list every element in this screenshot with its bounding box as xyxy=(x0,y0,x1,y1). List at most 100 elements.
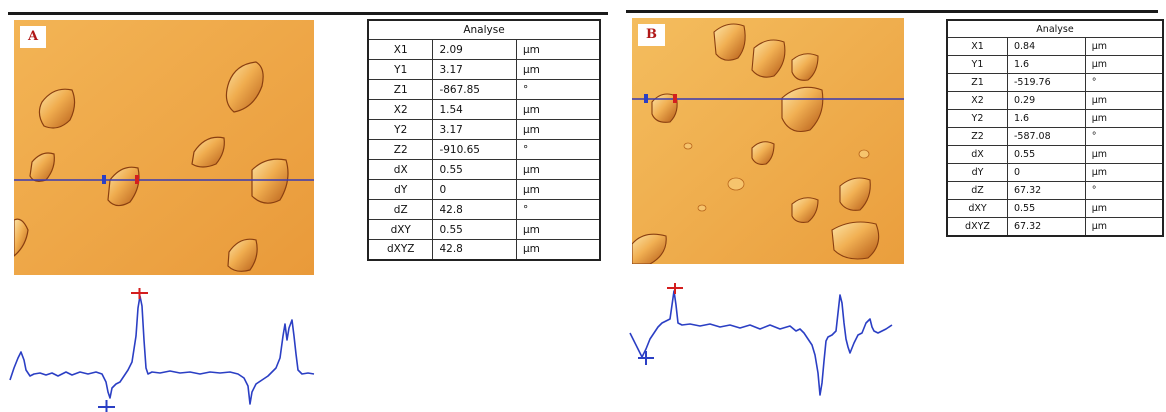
cursor-marker-2 xyxy=(135,175,139,184)
table-row: dZ 42.8 ° xyxy=(367,199,601,220)
table-row: dX 0.55 µm xyxy=(367,159,601,180)
parameter-unit: µm xyxy=(1084,91,1164,110)
table-row: dX 0.55 µm xyxy=(946,145,1164,164)
parameter-name: Z2 xyxy=(946,127,1008,146)
parameter-value: 42.8 xyxy=(432,199,517,220)
table-row: X1 2.09 µm xyxy=(367,39,601,60)
table-row: Z2 -910.65 ° xyxy=(367,139,601,160)
parameter-name: dX xyxy=(367,159,434,180)
parameter-unit: ° xyxy=(1084,127,1164,146)
analyse-table-a: Analyse X1 2.09 µm Y1 3.17 µm Z1 -867.85 ° X2 1.54… xyxy=(367,19,601,261)
table-row: X2 1.54 µm xyxy=(367,99,601,120)
parameter-value: 0.55 xyxy=(432,219,517,240)
parameter-name: Z1 xyxy=(367,79,434,100)
top-rule xyxy=(626,10,1158,13)
parameter-value: 0.55 xyxy=(1006,199,1086,218)
table-row: Z1 -519.76 ° xyxy=(946,73,1164,92)
cursor-marker-1 xyxy=(644,94,648,103)
parameter-unit: µm xyxy=(515,179,601,200)
parameter-name: dX xyxy=(946,145,1008,164)
table-row: X2 0.29 µm xyxy=(946,91,1164,110)
parameter-name: Y1 xyxy=(946,55,1008,74)
table-row: dZ 67.32 ° xyxy=(946,181,1164,200)
top-rule xyxy=(8,12,608,15)
parameter-unit: ° xyxy=(1084,181,1164,200)
table-row: Y2 1.6 µm xyxy=(946,109,1164,128)
parameter-name: X1 xyxy=(946,37,1008,56)
parameter-unit: µm xyxy=(515,239,601,260)
table-row: X1 0.84 µm xyxy=(946,37,1164,56)
parameter-name: X2 xyxy=(367,99,434,120)
parameter-name: Y1 xyxy=(367,59,434,80)
panel-label-b: B xyxy=(638,24,665,46)
parameter-value: 0 xyxy=(1006,163,1086,182)
analyse-table-b: Analyse X1 0.84 µm Y1 1.6 µm Z1 -519.76 ° X2 0.29 µ… xyxy=(946,19,1164,237)
max-marker xyxy=(667,283,683,294)
parameter-name: dXYZ xyxy=(367,239,434,260)
min-marker xyxy=(98,400,115,412)
parameter-value: 0.84 xyxy=(1006,37,1086,56)
parameter-unit: ° xyxy=(515,79,601,100)
parameter-unit: µm xyxy=(515,119,601,140)
table-row: Z2 -587.08 ° xyxy=(946,127,1164,146)
table-row: dY 0 µm xyxy=(946,163,1164,182)
table-row: dXYZ 42.8 µm xyxy=(367,239,601,260)
panel-b: B Analyse X1 0.84 µm Y1 1.6 µm Z1 -519.76 ° X2 0.2… xyxy=(620,0,1166,412)
height-profile-b xyxy=(629,283,920,407)
parameter-value: 67.32 xyxy=(1006,217,1086,236)
parameter-value: 67.32 xyxy=(1006,181,1086,200)
parameter-unit: µm xyxy=(1084,199,1164,218)
panel-a: A Analyse X1 2.09 µm Y1 3.17 µm Z1 -867.85 ° X2 1.… xyxy=(8,12,608,412)
afm-image-a: A xyxy=(14,20,314,275)
min-marker xyxy=(638,351,654,365)
parameter-unit: µm xyxy=(1084,145,1164,164)
parameter-value: -519.76 xyxy=(1006,73,1086,92)
table-title: Analyse xyxy=(367,19,601,40)
max-marker xyxy=(131,288,148,299)
parameter-unit: µm xyxy=(515,99,601,120)
parameter-unit: µm xyxy=(1084,217,1164,236)
parameter-value: 42.8 xyxy=(432,239,517,260)
parameter-value: 3.17 xyxy=(432,119,517,140)
parameter-unit: µm xyxy=(1084,163,1164,182)
parameter-unit: µm xyxy=(515,59,601,80)
table-row: dXY 0.55 µm xyxy=(946,199,1164,218)
cursor-marker-1 xyxy=(102,175,106,184)
table-row: Z1 -867.85 ° xyxy=(367,79,601,100)
parameter-unit: ° xyxy=(515,199,601,220)
parameter-name: X1 xyxy=(367,39,434,60)
parameter-unit: ° xyxy=(1084,73,1164,92)
parameter-value: -867.85 xyxy=(432,79,517,100)
parameter-name: Z2 xyxy=(367,139,434,160)
parameter-name: Y2 xyxy=(367,119,434,140)
afm-image-b: B xyxy=(632,18,904,264)
parameter-unit: µm xyxy=(515,39,601,60)
parameter-name: dXY xyxy=(367,219,434,240)
table-row: dXYZ 67.32 µm xyxy=(946,217,1164,236)
parameter-value: -587.08 xyxy=(1006,127,1086,146)
parameter-unit: µm xyxy=(1084,55,1164,74)
height-profile-a xyxy=(9,288,320,412)
cursor-marker-2 xyxy=(673,94,677,103)
parameter-name: dXYZ xyxy=(946,217,1008,236)
parameter-value: -910.65 xyxy=(432,139,517,160)
parameter-value: 0.55 xyxy=(432,159,517,180)
parameter-value: 1.6 xyxy=(1006,109,1086,128)
parameter-value: 1.6 xyxy=(1006,55,1086,74)
parameter-unit: µm xyxy=(1084,37,1164,56)
parameter-value: 0.55 xyxy=(1006,145,1086,164)
parameter-name: Y2 xyxy=(946,109,1008,128)
parameter-value: 0.29 xyxy=(1006,91,1086,110)
parameter-value: 1.54 xyxy=(432,99,517,120)
parameter-name: dY xyxy=(946,163,1008,182)
parameter-name: dZ xyxy=(946,181,1008,200)
table-row: dXY 0.55 µm xyxy=(367,219,601,240)
parameter-name: dXY xyxy=(946,199,1008,218)
parameter-unit: ° xyxy=(515,139,601,160)
parameter-value: 3.17 xyxy=(432,59,517,80)
table-row: Y1 3.17 µm xyxy=(367,59,601,80)
panel-label-a: A xyxy=(20,26,47,48)
parameter-unit: µm xyxy=(1084,109,1164,128)
parameter-name: dZ xyxy=(367,199,434,220)
table-row: dY 0 µm xyxy=(367,179,601,200)
